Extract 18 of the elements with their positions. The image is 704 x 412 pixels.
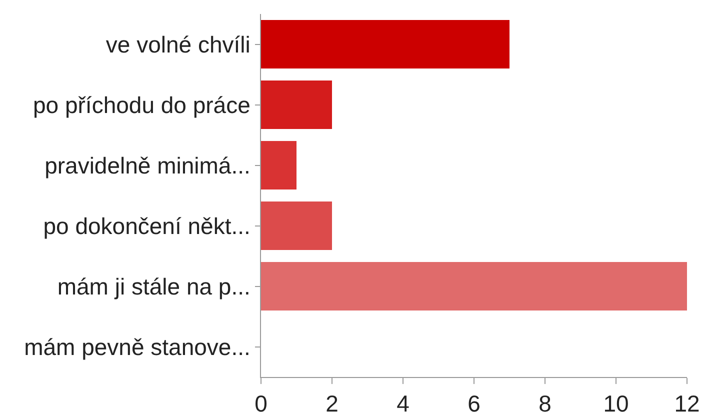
y-tick-label: ve volné chvíli [106, 31, 250, 58]
y-tick-label: mám ji stále na p... [57, 273, 250, 300]
y-tick-label: po dokončení někt... [43, 212, 250, 239]
x-tick-label: 8 [538, 390, 552, 412]
x-tick-label: 6 [468, 390, 480, 412]
bar [261, 262, 687, 310]
bar [261, 141, 296, 190]
x-tick-label: 10 [603, 390, 629, 412]
x-tick-label: 12 [674, 390, 700, 412]
y-tick-label: pravidelně minimá... [44, 152, 250, 178]
bar [261, 20, 510, 68]
x-tick-label: 4 [396, 390, 410, 412]
x-tick-label: 2 [326, 390, 338, 412]
bar [261, 80, 332, 129]
y-tick-label: po příchodu do práce [33, 92, 250, 118]
y-tick-label: mám pevně stanove... [24, 334, 250, 360]
x-tick-label: 0 [254, 390, 268, 412]
bar [261, 202, 332, 250]
